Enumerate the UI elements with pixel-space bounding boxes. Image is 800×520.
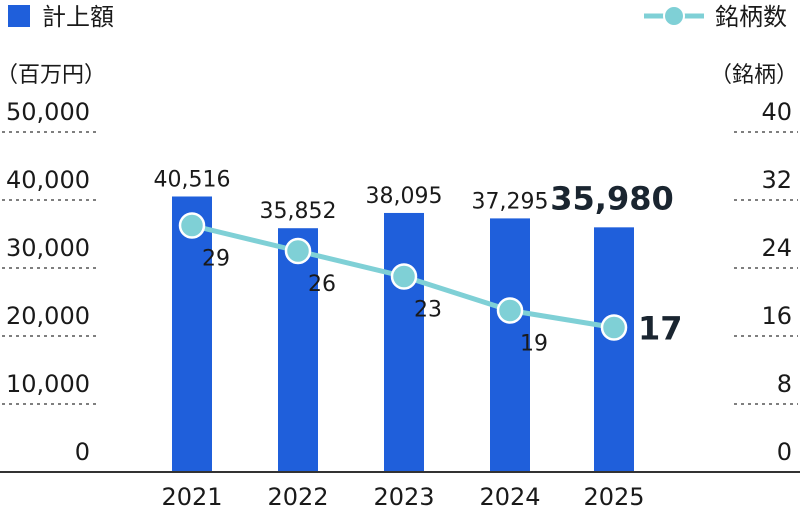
y-right-tick-label: 16 <box>761 302 792 330</box>
legend-line-marker-icon <box>663 5 685 27</box>
y-right-unit: （銘柄） <box>710 63 798 88</box>
y-left-tick-label: 50,000 <box>6 98 90 126</box>
line-marker <box>390 263 418 290</box>
bar <box>490 218 530 472</box>
y-left-tick-label: 40,000 <box>6 166 90 194</box>
y-right-tick-label: 24 <box>761 234 792 262</box>
y-right-tick-label: 0 <box>777 438 792 466</box>
y-left-tick-label: 0 <box>75 438 90 466</box>
x-tick-label: 2024 <box>479 483 540 511</box>
line-series: 29 26 23 19 17 <box>178 212 683 357</box>
bar-value-label: 40,516 <box>154 167 231 192</box>
bar <box>278 228 318 472</box>
bar <box>172 196 212 472</box>
line-marker <box>284 237 312 265</box>
bar-value-label: 38,095 <box>366 184 443 209</box>
bars: 40,516 35,852 38,095 37,295 35,980 <box>154 167 674 473</box>
y-right-tick-label: 8 <box>777 370 792 398</box>
line-value-label: 17 <box>638 310 683 348</box>
y-left-tick-label: 30,000 <box>6 234 90 262</box>
y-right-tick-label: 40 <box>761 98 792 126</box>
line-value-label: 23 <box>414 298 442 323</box>
y-left-ticks: 0 10,000 20,000 30,000 40,000 50,000 <box>6 98 90 466</box>
y-left-unit: （百万円） <box>0 63 106 88</box>
x-tick-label: 2022 <box>267 483 328 511</box>
legend-bar-label: 計上額 <box>42 3 114 31</box>
line-marker <box>600 314 628 341</box>
bar-value-label: 35,852 <box>260 199 337 224</box>
gridlines <box>2 131 798 405</box>
y-right-ticks: 0 8 16 24 32 40 <box>761 98 792 466</box>
bar <box>384 212 424 473</box>
legend-line-label: 銘柄数 <box>715 3 787 31</box>
line-value-label: 26 <box>308 272 336 297</box>
x-tick-label: 2023 <box>373 483 434 511</box>
x-tick-label: 2021 <box>161 483 222 511</box>
line-value-label: 29 <box>202 247 230 272</box>
x-tick-label: 2025 <box>583 483 644 511</box>
y-left-tick-label: 10,000 <box>6 370 90 398</box>
bar-value-label: 37,295 <box>472 189 549 214</box>
bar <box>594 227 634 472</box>
y-right-tick-label: 32 <box>761 166 792 194</box>
x-axis-ticks: 2021 2022 2023 2024 2025 <box>161 483 644 511</box>
y-left-tick-label: 20,000 <box>6 302 90 330</box>
legend-bar-swatch <box>8 5 30 27</box>
bar-value-label: 35,980 <box>550 179 673 217</box>
line-value-label: 19 <box>520 332 548 357</box>
line-marker <box>496 297 524 324</box>
line-marker <box>178 212 206 239</box>
legend: 計上額 銘柄数 <box>8 3 787 31</box>
